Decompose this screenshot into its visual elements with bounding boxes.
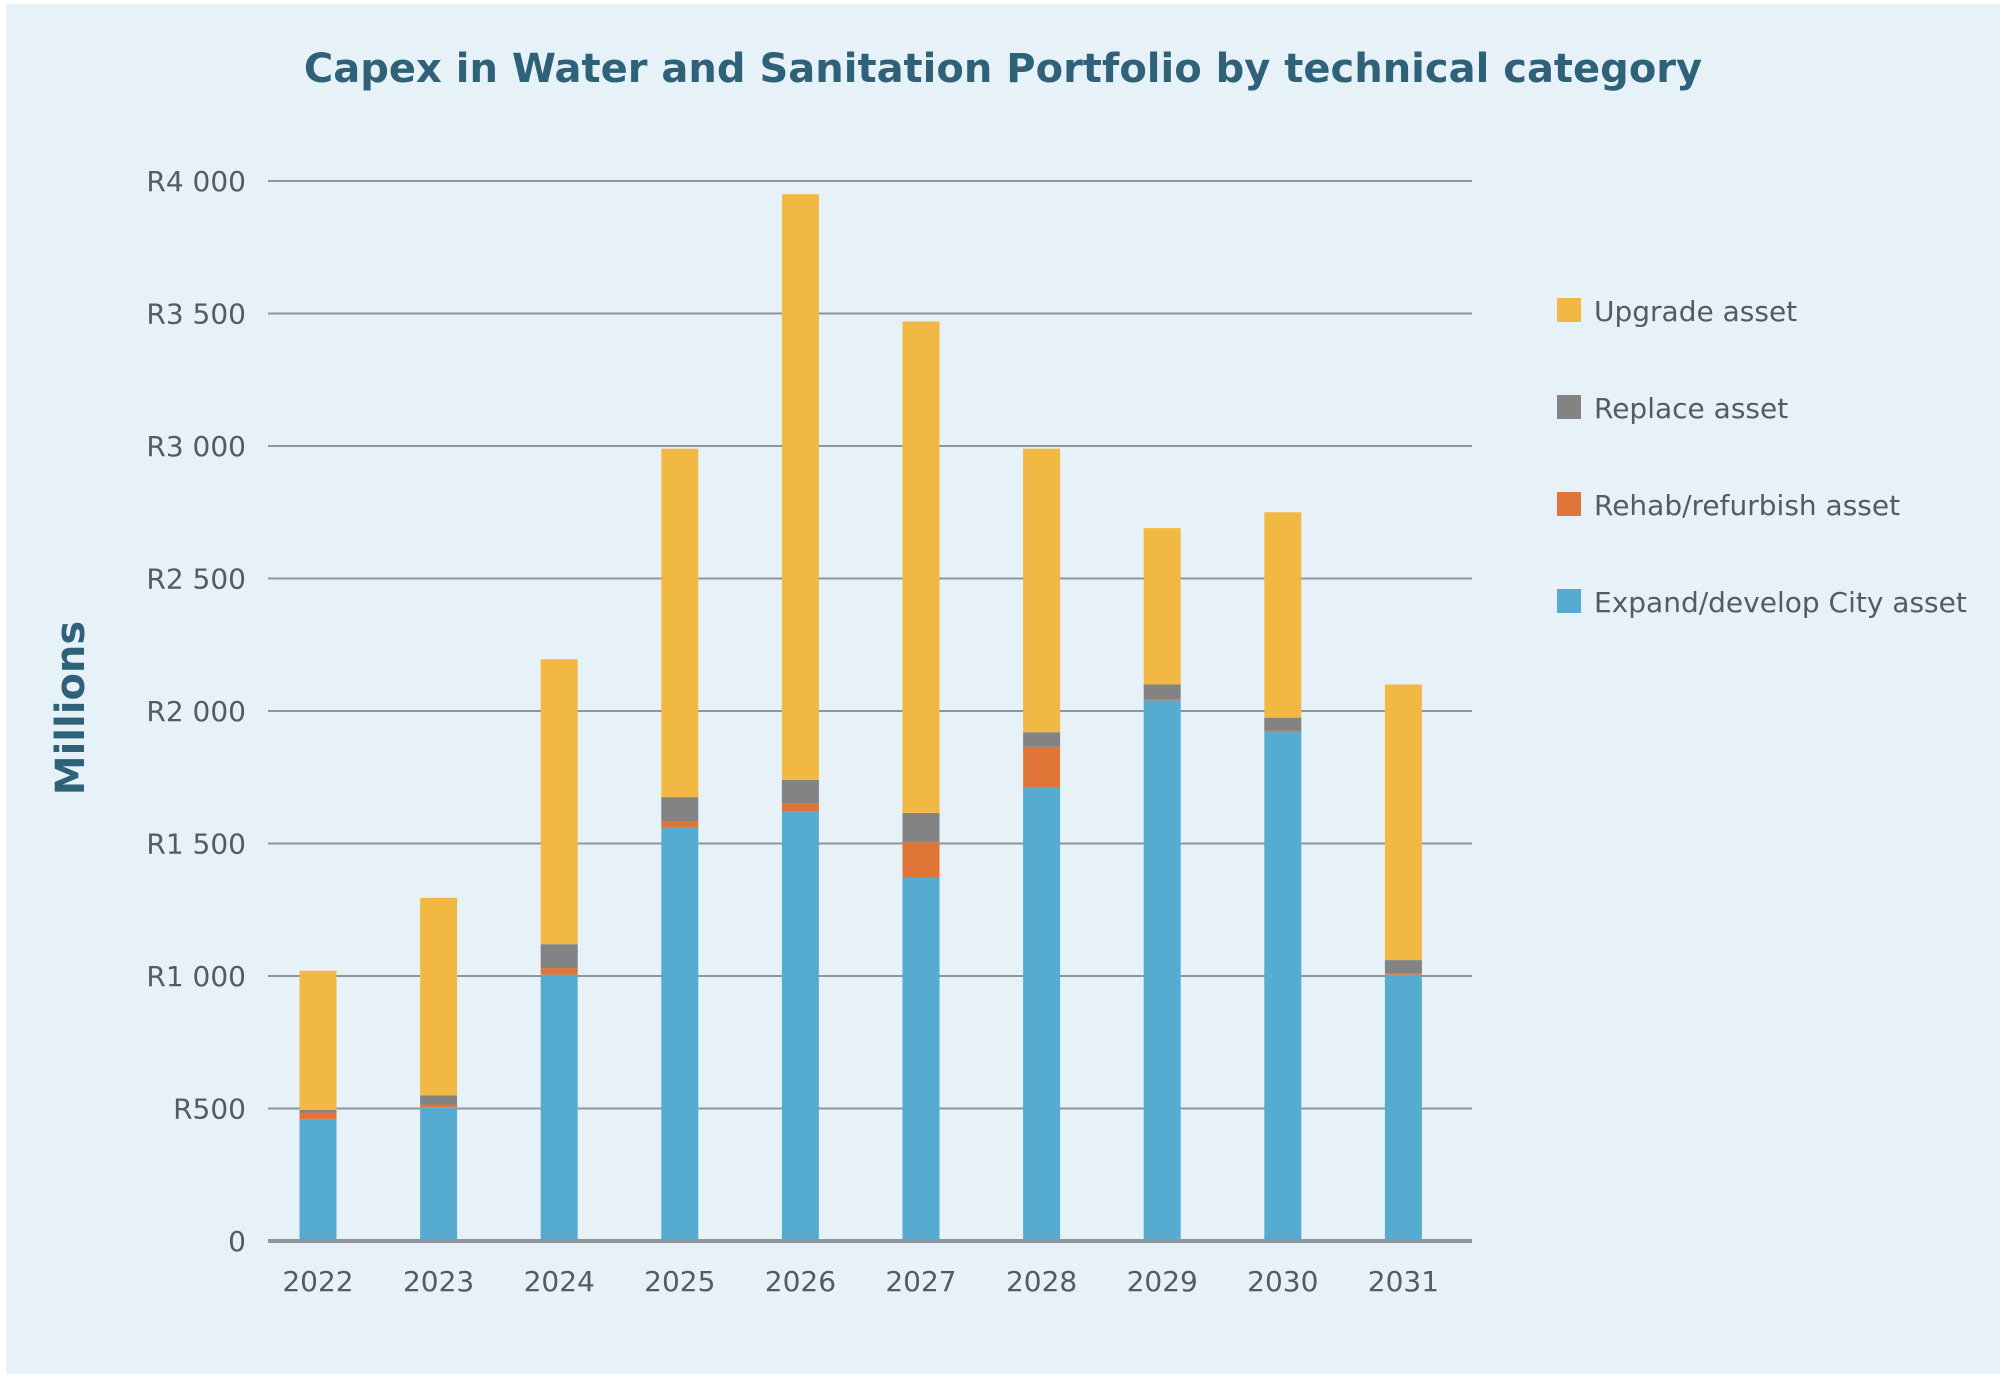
- bar-segment: [781, 811, 819, 1241]
- bar-segment: [902, 842, 940, 878]
- bar-segment: [1264, 730, 1302, 733]
- y-axis-title: Millions: [48, 621, 94, 795]
- chart-panel: [6, 4, 2000, 1374]
- y-tick-label: R500: [173, 1093, 246, 1126]
- legend-swatch: [1557, 589, 1581, 613]
- bar-segment: [420, 1095, 458, 1105]
- x-tick-label: 2029: [1127, 1265, 1198, 1298]
- bar-segment: [540, 968, 578, 975]
- bar-segment: [902, 813, 940, 843]
- y-tick-label: R1 000: [146, 960, 246, 993]
- bar-segment: [661, 820, 699, 828]
- bar-segment: [1023, 732, 1061, 747]
- x-tick-label: 2026: [765, 1265, 836, 1298]
- bar-segment: [1023, 787, 1061, 1241]
- legend: Upgrade asset Replace asset Rehab/refurbis…: [1557, 295, 1967, 619]
- bar-segment: [661, 827, 699, 1241]
- y-tick-label: 0: [228, 1225, 246, 1258]
- gridlines: [268, 180, 1472, 1110]
- legend-swatch: [1557, 395, 1581, 419]
- bar-segment: [420, 1107, 458, 1241]
- bar-segment: [1023, 448, 1061, 733]
- x-tick-label: 2031: [1368, 1265, 1439, 1298]
- legend-swatch: [1557, 492, 1581, 516]
- bar-segment: [1143, 684, 1181, 700]
- y-tick-label: R4 000: [146, 165, 246, 198]
- y-tick-label: R3 500: [146, 298, 246, 331]
- bar-segment: [540, 659, 578, 945]
- bar-segment: [1384, 684, 1422, 961]
- x-tick-label: 2030: [1247, 1265, 1318, 1298]
- x-axis-ticks: 2022 2023 2024 2025 2026 2027 2028 2029 2030 2031: [282, 1265, 1439, 1298]
- y-tick-label: R1 500: [146, 828, 246, 861]
- bar-segment: [1143, 699, 1181, 701]
- y-tick-label: R2 000: [146, 695, 246, 728]
- x-tick-label: 2028: [1006, 1265, 1077, 1298]
- bar-segment: [661, 797, 699, 821]
- legend-label: Replace asset: [1594, 392, 1788, 425]
- bar-segment: [902, 321, 940, 814]
- x-tick-label: 2027: [885, 1265, 956, 1298]
- bar-segment: [1264, 717, 1302, 731]
- bar-segment: [781, 194, 819, 780]
- y-tick-label: R3 000: [146, 430, 246, 463]
- bar-segment: [299, 1119, 337, 1241]
- bar-segment: [1384, 960, 1422, 974]
- bar-segment: [1143, 700, 1181, 1241]
- bar-segment: [540, 944, 578, 969]
- legend-label: Upgrade asset: [1594, 295, 1797, 328]
- bar-segment: [299, 970, 337, 1110]
- y-axis-ticks: 0 R500 R1 000 R1 500 R2 000 R2 500 R3 000 R3 50…: [146, 165, 246, 1258]
- bars: [299, 194, 1422, 1241]
- bar-segment: [781, 779, 819, 804]
- bar-segment: [1384, 973, 1422, 975]
- bar-segment: [1384, 974, 1422, 1241]
- bar-segment: [902, 877, 940, 1241]
- x-tick-label: 2022: [282, 1265, 353, 1298]
- chart-title: Capex in Water and Sanitation Portfolio …: [304, 46, 1702, 92]
- x-tick-label: 2024: [524, 1265, 595, 1298]
- bar-segment: [661, 448, 699, 798]
- bar-segment: [1264, 732, 1302, 1241]
- legend-label: Rehab/refurbish asset: [1594, 489, 1900, 522]
- bar-segment: [540, 974, 578, 1241]
- legend-label: Expand/develop City asset: [1594, 586, 1967, 619]
- y-tick-label: R2 500: [146, 563, 246, 596]
- bar-segment: [420, 897, 458, 1096]
- bar-segment: [299, 1112, 337, 1120]
- bar-segment: [420, 1104, 458, 1108]
- bar-segment: [1023, 746, 1061, 788]
- bar-segment: [299, 1109, 337, 1113]
- x-tick-label: 2023: [403, 1265, 474, 1298]
- legend-swatch: [1557, 298, 1581, 322]
- bar-segment: [781, 803, 819, 812]
- bar-segment: [1264, 512, 1302, 718]
- x-tick-label: 2025: [644, 1265, 715, 1298]
- bar-segment: [1143, 528, 1181, 685]
